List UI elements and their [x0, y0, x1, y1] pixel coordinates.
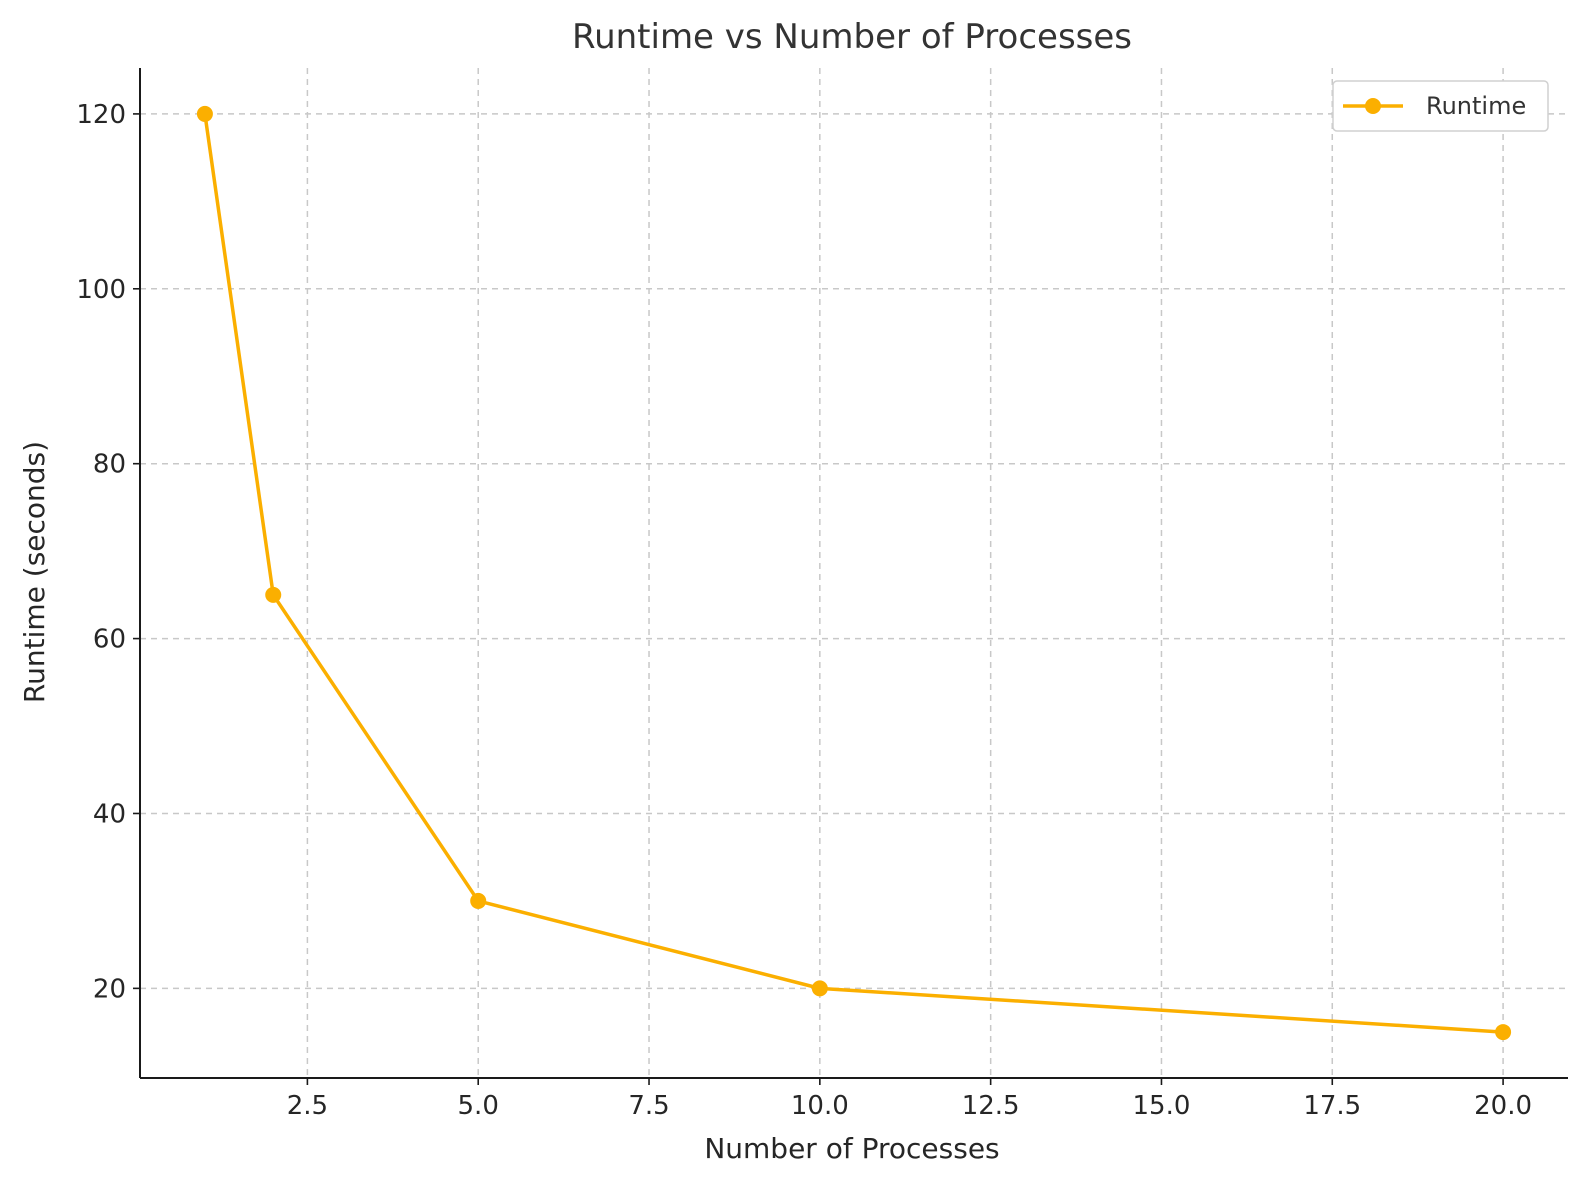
x-tick-label: 12.5 [962, 1091, 1020, 1121]
x-tick-label: 17.5 [1303, 1091, 1361, 1121]
y-tick-label: 20 [93, 974, 126, 1004]
y-tick-label: 40 [93, 799, 126, 829]
x-tick-label: 10.0 [791, 1091, 849, 1121]
x-tick-label: 20.0 [1474, 1091, 1532, 1121]
x-axis-label: Number of Processes [704, 1132, 999, 1165]
x-tick-label: 2.5 [287, 1091, 328, 1121]
series-line-runtime [203, 112, 1505, 1034]
series [196, 105, 1512, 1041]
x-tick-label: 7.5 [628, 1091, 669, 1121]
data-point [1495, 1024, 1512, 1041]
y-tick-label: 100 [76, 275, 126, 305]
legend: Runtime [1332, 80, 1549, 132]
chart-title: Runtime vs Number of Processes [572, 17, 1132, 57]
y-tick-label: 120 [76, 100, 126, 130]
x-tick-label: 5.0 [458, 1091, 499, 1121]
y-tick-label: 60 [93, 625, 126, 655]
data-point [470, 892, 487, 909]
legend-dot-marker [1365, 98, 1381, 114]
legend-box [1332, 80, 1549, 132]
x-tick-label: 15.0 [1133, 1091, 1191, 1121]
ticks: 2.5 5.0 7.5 10.0 12.5 15.0 17.5 20.0 20 40 60 80 100… [76, 100, 1532, 1121]
legend-entry-runtime: Runtime [1426, 92, 1526, 120]
y-tick-label: 80 [93, 450, 126, 480]
y-axis-label: Runtime (seconds) [18, 441, 51, 703]
axes [139, 68, 1568, 1079]
data-point [265, 586, 282, 603]
data-point [196, 105, 213, 122]
data-point [811, 980, 828, 997]
grid [140, 68, 1568, 1078]
